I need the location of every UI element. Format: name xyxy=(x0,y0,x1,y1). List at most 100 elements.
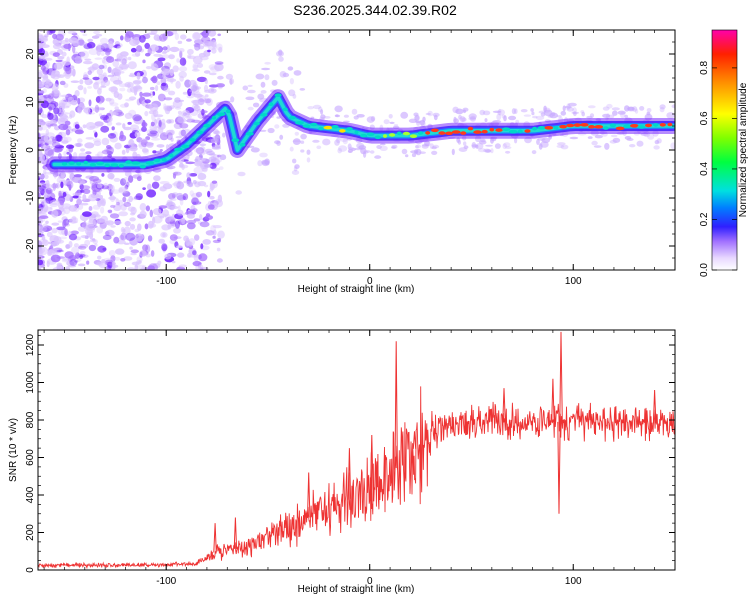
noise-blob xyxy=(300,149,305,153)
noise-blob xyxy=(144,110,149,117)
noise-blob xyxy=(415,145,419,149)
noise-blob xyxy=(83,107,91,114)
noise-blob xyxy=(217,33,221,37)
noise-blob xyxy=(142,244,149,252)
noise-blob xyxy=(200,243,204,250)
noise-blob xyxy=(44,174,49,179)
noise-blob xyxy=(458,147,468,153)
noise-blob xyxy=(168,54,175,60)
noise-blob xyxy=(122,196,127,203)
noise-blob xyxy=(181,217,186,225)
signal-core xyxy=(637,125,646,129)
noise-blob xyxy=(191,85,198,92)
snr-spike xyxy=(652,389,657,424)
noise-blob xyxy=(179,123,189,129)
noise-blob xyxy=(118,211,128,217)
noise-blob xyxy=(51,70,60,77)
signal-core xyxy=(495,128,503,132)
noise-blob xyxy=(89,125,99,129)
noise-blob xyxy=(164,68,170,76)
noise-blob xyxy=(176,209,184,215)
y-tick-label: 1000 xyxy=(25,371,36,394)
noise-blob xyxy=(40,44,50,48)
signal-core xyxy=(323,125,333,130)
noise-blob xyxy=(320,109,324,115)
noise-blob xyxy=(113,236,120,244)
noise-blob xyxy=(38,133,41,142)
noise-blob xyxy=(129,246,133,250)
noise-blob xyxy=(135,193,143,201)
noise-blob xyxy=(419,151,426,154)
noise-blob xyxy=(204,164,213,168)
noise-blob xyxy=(132,174,142,179)
noise-blob xyxy=(540,112,546,117)
noise-blob xyxy=(79,79,84,85)
signal-core xyxy=(104,163,110,168)
noise-blob xyxy=(247,84,253,87)
noise-blob xyxy=(543,109,553,117)
noise-blob xyxy=(175,136,182,139)
noise-blob xyxy=(82,211,92,217)
noise-blob xyxy=(192,99,201,106)
noise-blob xyxy=(624,136,632,140)
noise-blob xyxy=(211,47,217,54)
noise-blob xyxy=(157,57,166,62)
y-tick-label: 10 xyxy=(25,96,36,108)
noise-blob xyxy=(212,225,222,229)
noise-blob xyxy=(158,238,165,244)
noise-blob xyxy=(391,146,396,149)
noise-blob xyxy=(38,133,49,136)
noise-blob xyxy=(52,171,59,178)
noise-blob xyxy=(136,45,143,53)
noise-blob xyxy=(40,201,45,209)
signal-core xyxy=(489,127,495,132)
noise-blob xyxy=(366,116,375,123)
x-tick-label: -100 xyxy=(156,576,176,587)
noise-blob xyxy=(102,64,108,70)
noise-blob xyxy=(72,217,79,224)
noise-blob xyxy=(122,191,131,197)
noise-blob xyxy=(87,41,96,49)
noise-blob xyxy=(197,150,206,156)
noise-blob xyxy=(279,134,284,140)
signal-core xyxy=(460,131,467,135)
signal-core xyxy=(425,131,431,135)
noise-blob xyxy=(39,30,43,33)
signal-core xyxy=(169,153,174,158)
noise-blob xyxy=(182,91,188,95)
noise-blob xyxy=(119,71,125,74)
noise-blob xyxy=(107,172,115,180)
signal-core xyxy=(615,126,625,131)
noise-blob xyxy=(72,192,82,196)
noise-blob xyxy=(259,152,268,158)
noise-blob xyxy=(135,84,141,90)
noise-blob xyxy=(520,109,528,113)
noise-blob xyxy=(191,68,200,72)
noise-blob xyxy=(38,126,43,131)
noise-blob xyxy=(89,239,97,243)
noise-blob xyxy=(225,73,233,80)
noise-blob xyxy=(118,83,129,88)
noise-blob xyxy=(156,81,161,85)
noise-blob xyxy=(80,235,90,239)
noise-blob xyxy=(177,212,186,216)
noise-blob xyxy=(419,119,425,126)
noise-blob xyxy=(100,80,106,87)
noise-blob xyxy=(204,184,209,188)
noise-blob xyxy=(42,76,49,85)
noise-blob xyxy=(505,146,512,150)
noise-blob xyxy=(207,190,211,198)
noise-blob xyxy=(39,120,46,126)
noise-blob xyxy=(166,105,173,112)
noise-blob xyxy=(38,226,48,232)
noise-blob xyxy=(68,183,72,191)
noise-blob xyxy=(543,107,551,113)
noise-blob xyxy=(93,214,101,217)
noise-blob xyxy=(59,114,69,119)
noise-blob xyxy=(63,83,69,88)
noise-blob xyxy=(100,50,105,57)
noise-blob xyxy=(127,121,132,125)
noise-blob xyxy=(206,97,213,106)
noise-blob xyxy=(42,239,49,246)
noise-blob xyxy=(198,52,206,58)
